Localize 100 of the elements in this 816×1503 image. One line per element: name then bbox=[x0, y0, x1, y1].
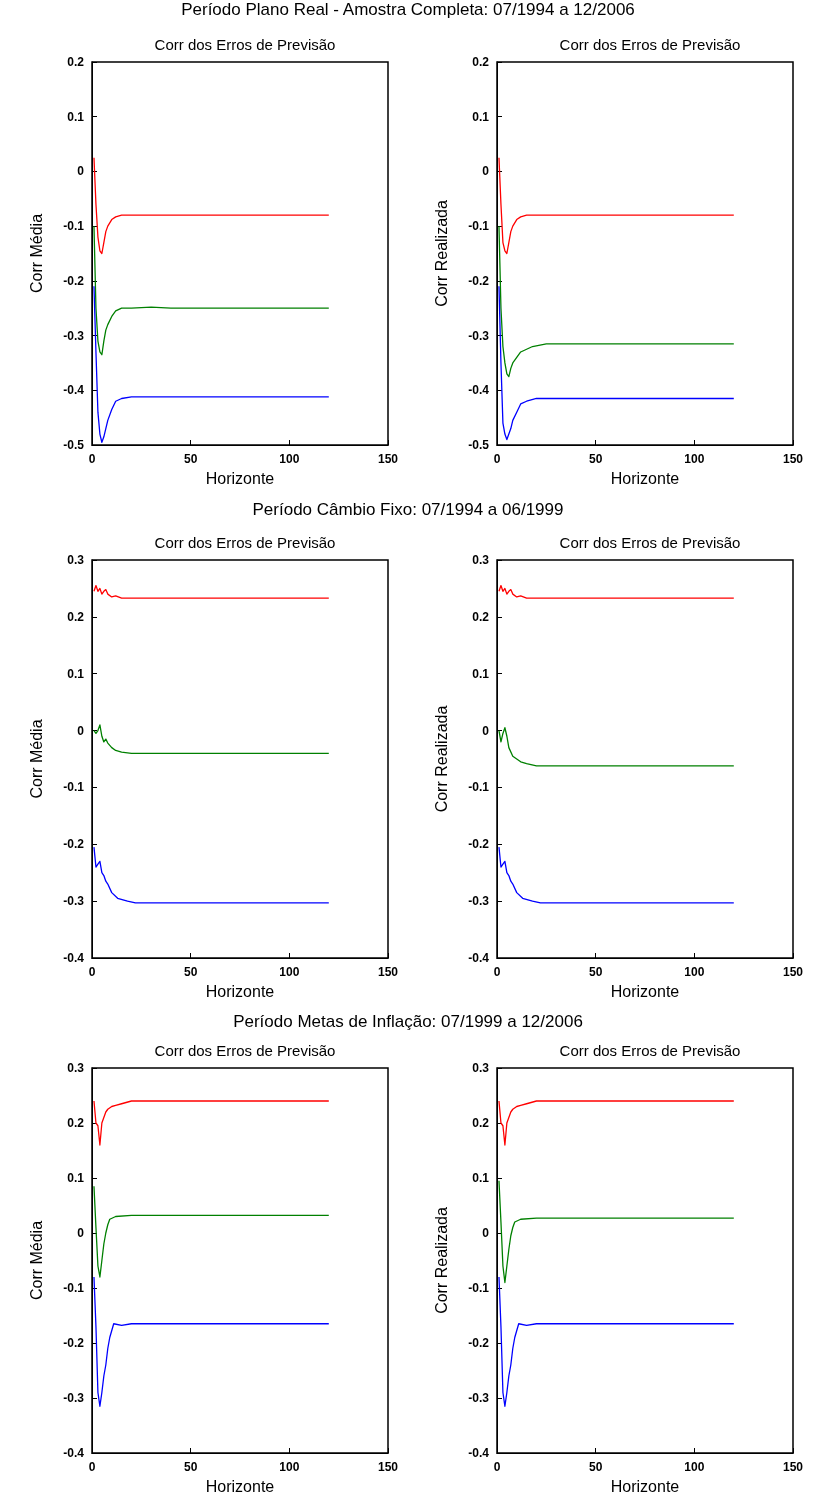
chart-subtitle: Corr dos Erros de Previsão bbox=[154, 534, 336, 551]
y-tick-label: 0.2 bbox=[67, 609, 85, 624]
y-tick-label: -0.2 bbox=[63, 273, 85, 288]
y-tick-label: -0.3 bbox=[63, 328, 85, 343]
y-tick-label: -0.2 bbox=[468, 1336, 490, 1350]
y-axis-title: Corr Realizada bbox=[432, 1207, 450, 1314]
y-tick-label: 0 bbox=[482, 723, 490, 738]
x-tick-label: 50 bbox=[588, 1460, 603, 1474]
line-series bbox=[498, 1276, 735, 1407]
x-tick-label: 100 bbox=[684, 452, 705, 466]
line-series bbox=[93, 1185, 330, 1278]
x-tick-label: 100 bbox=[279, 1460, 300, 1474]
line-series bbox=[498, 285, 735, 441]
line-series bbox=[93, 157, 330, 255]
y-axis-title: Corr Média bbox=[27, 1220, 45, 1301]
x-tick-label: 100 bbox=[684, 1460, 705, 1474]
y-tick-label: -0.4 bbox=[63, 383, 85, 398]
line-series bbox=[498, 225, 735, 378]
y-tick-label: -0.1 bbox=[468, 219, 490, 234]
y-tick-label: 0.1 bbox=[67, 666, 85, 681]
x-axis-title: Horizonte bbox=[610, 1477, 680, 1495]
x-tick-label: 100 bbox=[279, 965, 300, 979]
y-tick-label: -0.4 bbox=[63, 951, 85, 965]
line-series bbox=[498, 1180, 735, 1284]
y-tick-label: -0.4 bbox=[63, 1446, 85, 1460]
y-tick-label: -0.2 bbox=[468, 837, 490, 852]
y-tick-label: 0 bbox=[77, 723, 85, 738]
x-tick-label: 0 bbox=[493, 452, 501, 466]
chart-title: Período Câmbio Fixo: 07/1994 a 06/1999 bbox=[251, 500, 565, 520]
line-series bbox=[498, 157, 735, 255]
y-tick-label: 0.3 bbox=[472, 553, 490, 567]
line-series bbox=[498, 846, 735, 904]
y-tick-label: 0 bbox=[482, 1226, 490, 1240]
line-series bbox=[93, 724, 330, 754]
x-tick-label: 50 bbox=[183, 452, 198, 466]
x-tick-label: 0 bbox=[493, 965, 501, 979]
y-tick-label: 0.3 bbox=[67, 1061, 85, 1075]
line-series bbox=[93, 1100, 330, 1146]
x-tick-label: 50 bbox=[588, 452, 603, 466]
y-tick-label: -0.4 bbox=[468, 383, 490, 398]
x-tick-label: 50 bbox=[183, 1460, 198, 1474]
line-series bbox=[93, 225, 330, 356]
y-tick-label: -0.2 bbox=[468, 273, 490, 288]
x-axis-title: Horizonte bbox=[205, 1477, 275, 1495]
y-tick-label: 0.2 bbox=[472, 609, 490, 624]
line-series bbox=[93, 584, 330, 599]
y-tick-label: 0.1 bbox=[67, 1171, 85, 1185]
y-tick-label: -0.4 bbox=[468, 951, 490, 965]
y-tick-label: 0.2 bbox=[67, 55, 85, 69]
y-tick-label: -0.3 bbox=[468, 328, 490, 343]
line-series bbox=[93, 285, 330, 443]
y-tick-label: -0.5 bbox=[468, 438, 490, 452]
x-axis-title: Horizonte bbox=[205, 982, 275, 1000]
y-tick-label: -0.3 bbox=[468, 1391, 490, 1405]
line-series bbox=[93, 1276, 330, 1407]
chart-subtitle: Corr dos Erros de Previsão bbox=[559, 1042, 741, 1059]
y-tick-label: 0 bbox=[482, 164, 490, 179]
line-series bbox=[93, 846, 330, 904]
x-tick-label: 50 bbox=[183, 965, 198, 979]
y-tick-label: -0.3 bbox=[468, 894, 490, 909]
y-tick-label: -0.1 bbox=[63, 780, 85, 795]
chart-subtitle: Corr dos Erros de Previsão bbox=[559, 36, 741, 53]
x-tick-label: 100 bbox=[279, 452, 300, 466]
y-tick-label: 0.3 bbox=[472, 1061, 490, 1075]
x-tick-label: 150 bbox=[377, 965, 399, 979]
x-axis-title: Horizonte bbox=[610, 982, 680, 1000]
x-tick-label: 100 bbox=[684, 965, 705, 979]
y-tick-label: 0.1 bbox=[67, 109, 85, 124]
y-tick-label: -0.3 bbox=[63, 1391, 85, 1405]
x-axis-title: Horizonte bbox=[610, 469, 680, 487]
y-tick-label: -0.1 bbox=[63, 1281, 85, 1295]
y-tick-label: 0 bbox=[77, 1226, 85, 1240]
y-tick-label: -0.3 bbox=[63, 894, 85, 909]
y-axis-title: Corr Realizada bbox=[432, 705, 450, 813]
y-tick-label: 0.2 bbox=[472, 1116, 490, 1130]
y-tick-label: -0.1 bbox=[468, 1281, 490, 1295]
x-tick-label: 50 bbox=[588, 965, 603, 979]
x-tick-label: 150 bbox=[377, 452, 399, 466]
y-axis-title: Corr Média bbox=[27, 213, 45, 294]
line-series bbox=[498, 727, 735, 767]
y-tick-label: 0.1 bbox=[472, 666, 490, 681]
chart-title: Período Plano Real - Amostra Completa: 07/1994 a 12/2006 bbox=[180, 0, 636, 20]
y-tick-label: 0.3 bbox=[67, 553, 85, 567]
y-tick-label: -0.2 bbox=[63, 837, 85, 852]
chart-subtitle: Corr dos Erros de Previsão bbox=[154, 36, 336, 53]
chart-subtitle: Corr dos Erros de Previsão bbox=[559, 534, 741, 551]
x-tick-label: 150 bbox=[377, 1460, 399, 1474]
y-tick-label: 0.1 bbox=[472, 1171, 490, 1185]
x-axis-title: Horizonte bbox=[205, 469, 275, 487]
y-tick-label: -0.4 bbox=[468, 1446, 490, 1460]
x-tick-label: 150 bbox=[782, 965, 804, 979]
x-tick-label: 0 bbox=[493, 1460, 501, 1474]
y-tick-label: 0.2 bbox=[67, 1116, 85, 1130]
chart-subtitle: Corr dos Erros de Previsão bbox=[154, 1042, 336, 1059]
y-tick-label: 0.2 bbox=[472, 55, 490, 69]
x-tick-label: 0 bbox=[88, 965, 96, 979]
y-tick-label: 0.1 bbox=[472, 109, 490, 124]
line-series bbox=[498, 1100, 735, 1146]
line-series bbox=[498, 584, 735, 599]
x-tick-label: 150 bbox=[782, 452, 804, 466]
